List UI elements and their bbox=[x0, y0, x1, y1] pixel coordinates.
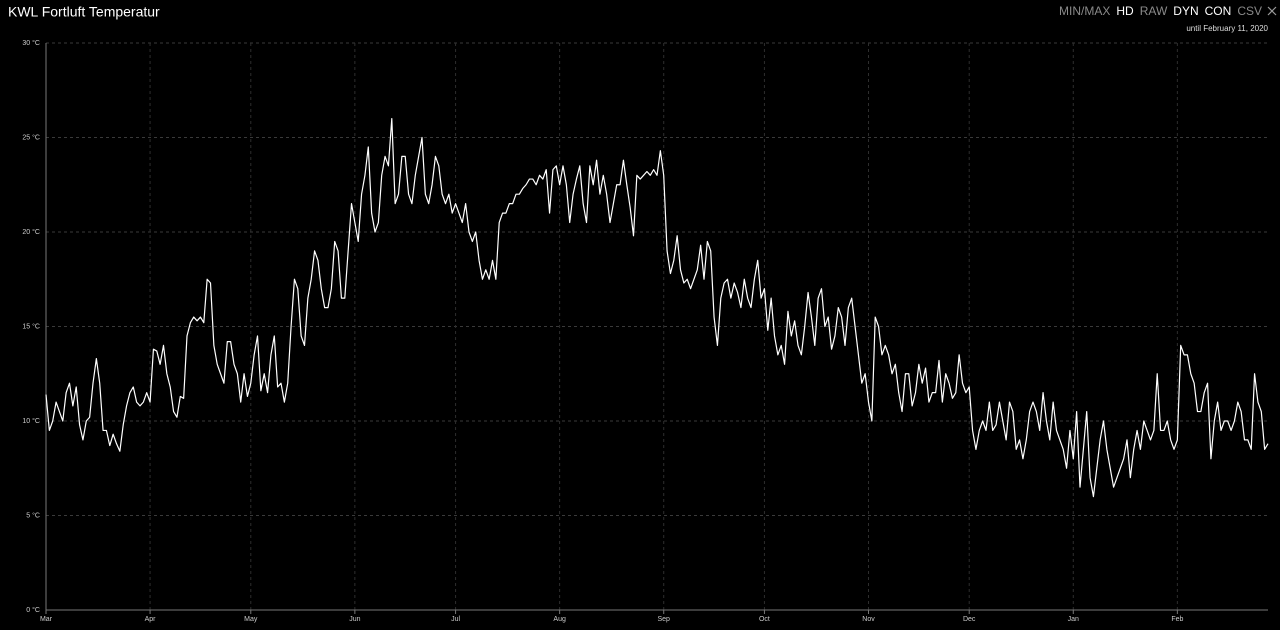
y-tick-label: 25 °C bbox=[22, 133, 40, 141]
toolbar-button[interactable]: CON bbox=[1205, 4, 1232, 18]
toolbar-button[interactable]: HD bbox=[1116, 4, 1134, 18]
close-button[interactable] bbox=[1267, 6, 1277, 16]
x-tick-label: Aug bbox=[553, 616, 566, 623]
x-tick-label: Apr bbox=[145, 616, 157, 623]
x-tick-label: May bbox=[244, 616, 258, 623]
x-tick-label: Sep bbox=[657, 616, 670, 623]
x-tick-label: Feb bbox=[1171, 616, 1183, 623]
x-tick-label: Jul bbox=[451, 616, 460, 623]
chart-title: KWL Fortluft Temperatur bbox=[8, 4, 160, 20]
toolbar-button[interactable]: CSV bbox=[1237, 4, 1262, 18]
y-tick-label: 10 °C bbox=[22, 417, 40, 425]
x-tick-label: Oct bbox=[759, 616, 770, 623]
toolbar-button[interactable]: MIN/MAX bbox=[1059, 4, 1110, 18]
toolbar: CSV CON DYN RAW HD MIN/MAX bbox=[1059, 4, 1262, 18]
y-tick-label: 0 °C bbox=[26, 606, 40, 614]
x-tick-label: Jan bbox=[1068, 616, 1079, 623]
data-line bbox=[45, 118, 1269, 498]
x-tick-label: Jun bbox=[349, 616, 360, 623]
y-tick-label: 5 °C bbox=[26, 511, 40, 519]
y-tick-label: 30 °C bbox=[22, 39, 40, 47]
x-tick-label: Dec bbox=[963, 616, 976, 623]
x-tick-label: Nov bbox=[862, 616, 875, 623]
chart-subtitle: until February 11, 2020 bbox=[1186, 24, 1268, 33]
x-tick-label: Mar bbox=[40, 616, 53, 623]
close-icon bbox=[1267, 6, 1277, 16]
toolbar-button[interactable]: RAW bbox=[1140, 4, 1168, 18]
y-tick-label: 20 °C bbox=[22, 228, 40, 236]
toolbar-button[interactable]: DYN bbox=[1173, 4, 1198, 18]
y-tick-label: 15 °C bbox=[22, 322, 40, 330]
